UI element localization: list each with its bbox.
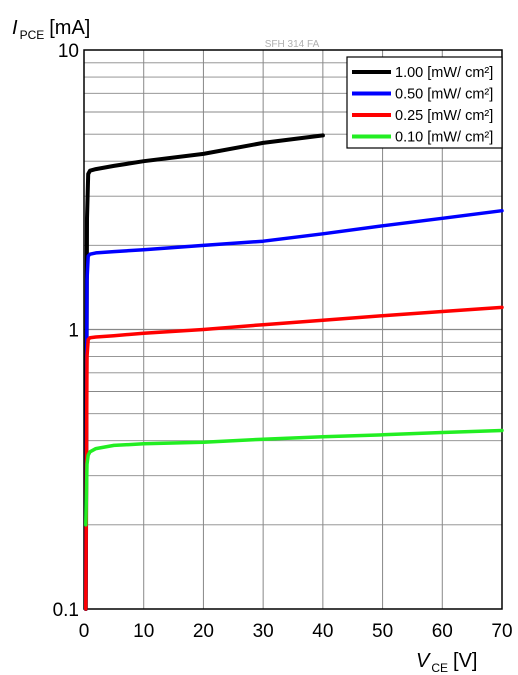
x-axis-unit: [V] <box>453 650 477 672</box>
y-axis-symbol: I <box>12 17 18 39</box>
x-tick-label: 0 <box>79 621 90 642</box>
x-tick-label: 30 <box>253 621 274 642</box>
y-tick-label: 1 <box>68 321 79 342</box>
y-tick-label: 10 <box>58 41 79 62</box>
x-tick-label: 10 <box>133 621 154 642</box>
legend: 1.00 [mW/ cm²] 0.50 [mW/ cm²] 0.25 [mW/ cm… <box>346 56 503 149</box>
x-tick-label: 40 <box>312 621 333 642</box>
x-tick-label: 70 <box>491 621 512 642</box>
y-axis-unit: [mA] <box>49 17 90 39</box>
series-line-1 <box>83 133 325 611</box>
legend-label-2: 0.50 [mW/ cm²] <box>395 87 493 103</box>
series-line-2 <box>84 208 504 611</box>
series-layer <box>83 133 504 611</box>
plot-frame <box>83 49 503 610</box>
x-tick-labels: 0 10 20 30 40 50 60 70 <box>79 621 513 642</box>
x-tick-label: 60 <box>432 621 453 642</box>
y-tick-labels: 0.1 1 10 <box>53 41 79 621</box>
x-tick-label: 50 <box>372 621 393 642</box>
y-axis-title: I PCE [mA] <box>12 17 90 42</box>
y-tick-label: 0.1 <box>53 600 79 621</box>
x-axis-symbol: V <box>416 650 431 672</box>
x-axis-title: V CE [V] <box>416 650 477 675</box>
legend-label-1: 1.00 [mW/ cm²] <box>395 65 493 81</box>
y-axis-subscript: PCE <box>20 28 45 42</box>
x-axis-subscript: CE <box>431 661 448 675</box>
chart-title: SFH 314 FA <box>265 39 320 50</box>
series-line-4 <box>84 428 504 527</box>
legend-label-4: 0.10 [mW/ cm²] <box>395 130 493 146</box>
legend-label-3: 0.25 [mW/ cm²] <box>395 108 493 124</box>
series-line-3 <box>84 305 504 611</box>
x-tick-label: 20 <box>193 621 214 642</box>
